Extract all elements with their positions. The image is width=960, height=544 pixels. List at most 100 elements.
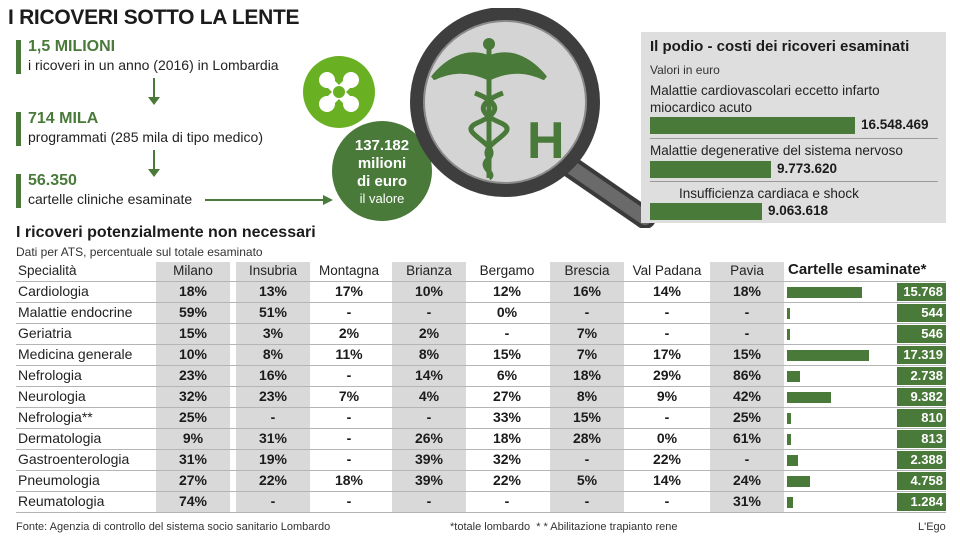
- table-cell: 28%: [572, 430, 602, 446]
- table-cell: 15%: [572, 409, 602, 425]
- table-cell: 8%: [262, 346, 284, 362]
- page-title: I RICOVERI SOTTO LA LENTE: [8, 6, 300, 29]
- podio-label: Insufficienza cardiaca e shock: [679, 186, 859, 201]
- table-cell: -: [346, 493, 352, 509]
- total-value-unit2: di euro: [356, 173, 407, 190]
- table-cell: 15%: [178, 325, 208, 341]
- cartelle-bar: [787, 434, 791, 445]
- table-cell: 10%: [414, 283, 444, 299]
- table-cell: 22%: [492, 472, 522, 488]
- podio-value: 9.773.620: [777, 161, 838, 176]
- table-cell: -: [744, 304, 750, 320]
- podio-bar: [650, 117, 855, 134]
- column-shade: [236, 262, 310, 513]
- table-cell: 61%: [732, 430, 762, 446]
- cartelle-value: 546: [897, 325, 946, 343]
- table-cell: -: [584, 493, 590, 509]
- cartelle-value: 17.319: [897, 346, 946, 364]
- stat-caption: i ricoveri in un anno (2016) in Lombardi…: [28, 57, 279, 73]
- cartelle-bar: [787, 308, 790, 319]
- table-cell: 86%: [732, 367, 762, 383]
- row-divider: [16, 365, 946, 366]
- table-cell: 32%: [492, 451, 522, 467]
- table-cell: 39%: [414, 451, 444, 467]
- stat-ricoveri: 1,5 MILIONI i ricoveri in un anno (2016)…: [16, 38, 316, 76]
- table-cell: 5%: [576, 472, 598, 488]
- specialty-label: Geriatria: [18, 325, 72, 341]
- table-cell: -: [504, 325, 510, 341]
- row-divider: [16, 302, 946, 303]
- cartelle-bar: [787, 392, 831, 403]
- cartelle-value: 544: [897, 304, 946, 322]
- row-divider: [16, 491, 946, 492]
- table-cell: 8%: [576, 388, 598, 404]
- stat-cartelle: 56.350 cartelle cliniche esaminate: [16, 172, 316, 210]
- podio-value: 16.548.469: [861, 117, 929, 132]
- stat-caption: programmati (285 mila di tipo medico): [28, 129, 263, 145]
- table-cell: 7%: [576, 346, 598, 362]
- hospital-letter: H: [527, 112, 565, 170]
- table-cell: -: [744, 451, 750, 467]
- cartelle-bar: [787, 371, 800, 382]
- down-arrow: [153, 150, 155, 170]
- table-cell: -: [426, 493, 432, 509]
- spec-header: Specialità: [18, 263, 77, 278]
- stat-value: 714 MILA: [28, 110, 99, 127]
- table-cell: -: [664, 325, 670, 341]
- table-cell: 32%: [178, 388, 208, 404]
- stat-marker: [16, 40, 21, 74]
- row-divider: [16, 470, 946, 471]
- down-arrow: [153, 78, 155, 98]
- table-cell: 14%: [652, 283, 682, 299]
- specialty-label: Malattie endocrine: [18, 304, 133, 320]
- cartelle-value: 4.758: [897, 472, 946, 490]
- specialty-label: Dermatologia: [18, 430, 102, 446]
- podio-bar: [650, 161, 771, 178]
- cartelle-value: 9.382: [897, 388, 946, 406]
- table-cell: 3%: [262, 325, 284, 341]
- table-cell: 13%: [258, 283, 288, 299]
- table-cell: 31%: [732, 493, 762, 509]
- podio-title: Il podio - costi dei ricoveri esaminati: [650, 38, 910, 55]
- stat-value: 56.350: [28, 172, 77, 189]
- table-cell: -: [346, 367, 352, 383]
- row-divider: [16, 323, 946, 324]
- column-header: Insubria: [248, 263, 298, 278]
- table-cell: 15%: [732, 346, 762, 362]
- stat-marker: [16, 174, 21, 208]
- cartelle-value: 810: [897, 409, 946, 427]
- divider: [650, 181, 938, 182]
- cartelle-bar: [787, 497, 793, 508]
- cartelle-bar: [787, 287, 862, 298]
- specialty-label: Gastroenterologia: [18, 451, 130, 467]
- specialty-label: Neurologia: [18, 388, 86, 404]
- specialty-label: Nefrologia: [18, 367, 82, 383]
- table-cell: 25%: [178, 409, 208, 425]
- magnifier-icon: H: [410, 8, 656, 228]
- table-cell: 2%: [338, 325, 360, 341]
- table-cell: 24%: [732, 472, 762, 488]
- footer-source: Fonte: Agenzia di controllo del sistema …: [16, 521, 331, 533]
- stat-value: 1,5 MILIONI: [28, 38, 116, 55]
- table-cell: -: [346, 451, 352, 467]
- table-cell: 9%: [182, 430, 204, 446]
- table-cell: 51%: [258, 304, 288, 320]
- table-cell: 25%: [732, 409, 762, 425]
- column-shade: [392, 262, 466, 513]
- table-cell: 11%: [335, 346, 363, 362]
- table-cell: 0%: [656, 430, 678, 446]
- cartelle-value: 2.738: [897, 367, 946, 385]
- table-cell: 18%: [334, 472, 364, 488]
- cartelle-header: Cartelle esaminate*: [788, 261, 927, 278]
- table-cell: 42%: [732, 388, 762, 404]
- table-cell: 16%: [258, 367, 288, 383]
- table-cell: 19%: [258, 451, 288, 467]
- table-cell: 18%: [492, 430, 522, 446]
- table-cell: 31%: [178, 451, 208, 467]
- row-divider: [16, 344, 946, 345]
- table-cell: 39%: [414, 472, 444, 488]
- table-cell: 7%: [576, 325, 598, 341]
- table-cell: 59%: [178, 304, 208, 320]
- table-cell: 27%: [492, 388, 522, 404]
- column-header: Val Padana: [632, 263, 702, 278]
